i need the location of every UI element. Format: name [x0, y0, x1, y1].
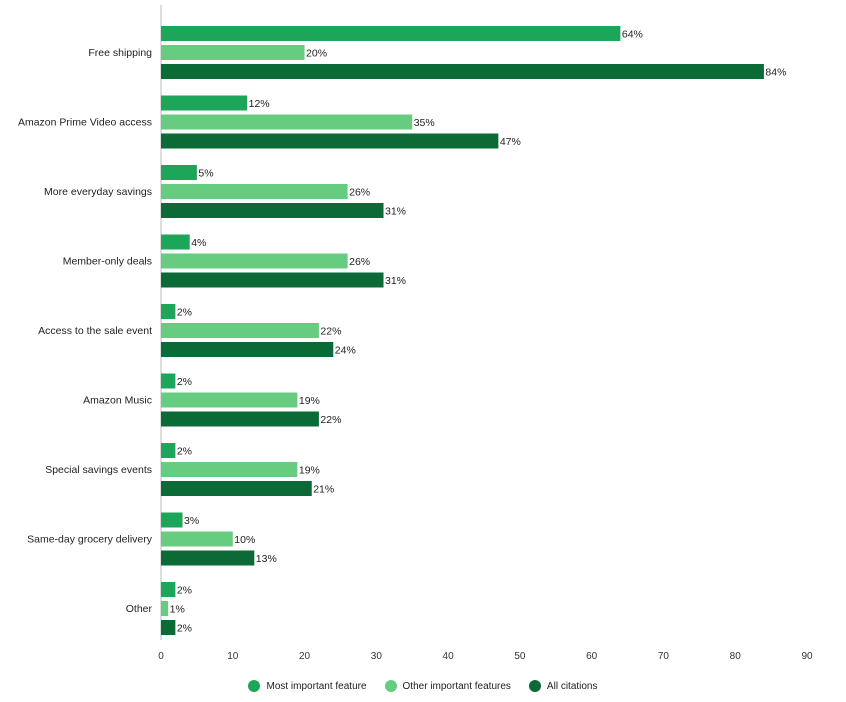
legend-item-other-important[interactable]: Other important features — [384, 680, 511, 692]
x-tick-label: 70 — [658, 651, 670, 662]
legend-label-all-citations: All citations — [546, 680, 598, 692]
data-label: 19% — [299, 395, 320, 407]
bar — [161, 481, 312, 496]
data-label: 1% — [170, 604, 185, 616]
category-label: Member-only deals — [63, 256, 152, 268]
data-label: 20% — [306, 48, 327, 60]
bar — [161, 234, 190, 250]
x-tick-label: 0 — [158, 651, 164, 662]
category-label: Amazon Prime Video access — [18, 117, 152, 129]
bar — [161, 512, 183, 528]
data-label: 26% — [349, 187, 370, 199]
bar — [161, 373, 176, 389]
x-tick-label: 20 — [299, 651, 311, 662]
category-label: Access to the sale event — [38, 325, 152, 337]
data-label: 22% — [320, 326, 341, 338]
bar — [161, 165, 197, 180]
bar — [161, 304, 176, 319]
x-tick-label: 30 — [371, 651, 383, 662]
bar — [161, 601, 169, 616]
bar — [161, 531, 233, 547]
x-tick-label: 50 — [514, 651, 526, 662]
bar — [161, 26, 621, 41]
bar — [161, 462, 298, 477]
category-label: More everyday savings — [44, 186, 152, 198]
bar — [161, 114, 413, 130]
category-label: Special savings events — [45, 464, 152, 476]
bar — [161, 184, 348, 199]
bar — [161, 582, 176, 597]
category-label: Same-day grocery delivery — [27, 534, 153, 546]
data-label: 2% — [177, 376, 192, 388]
bar — [161, 133, 499, 149]
data-label: 24% — [335, 345, 356, 357]
data-label: 13% — [256, 553, 277, 565]
bar — [161, 550, 255, 566]
legend-label-most-important: Most important feature — [266, 680, 367, 692]
data-label: 2% — [177, 446, 192, 458]
bar — [161, 95, 248, 111]
bar-chart: Free shipping 64% 20% 84% Amazon Prime Video… — [18, 5, 813, 662]
data-label: 2% — [177, 585, 192, 597]
x-tick-label: 90 — [801, 651, 813, 662]
data-label: 21% — [313, 484, 334, 496]
data-label: 19% — [299, 465, 320, 477]
category-label: Amazon Music — [83, 395, 152, 407]
legend-item-all-citations[interactable]: All citations — [528, 680, 598, 692]
data-label: 35% — [414, 117, 435, 129]
legend-label-other-important: Other important features — [402, 680, 511, 692]
bar — [161, 203, 384, 218]
legend-item-most-important[interactable]: Most important feature — [248, 680, 367, 692]
x-tick-label: 80 — [730, 651, 742, 662]
bar — [161, 443, 176, 458]
bar — [161, 64, 764, 79]
data-label: 26% — [349, 256, 370, 268]
bar — [161, 342, 334, 357]
bar — [161, 323, 319, 338]
data-label: 31% — [385, 206, 406, 218]
data-label: 2% — [177, 623, 192, 635]
data-label: 3% — [184, 515, 199, 527]
chart-legend: Most important feature Other important f… — [0, 680, 846, 692]
data-label: 12% — [249, 98, 270, 110]
legend-swatch-other-important — [384, 680, 397, 692]
bar — [161, 272, 384, 288]
legend-swatch-all-citations — [528, 680, 541, 692]
bar — [161, 411, 319, 427]
data-label: 31% — [385, 275, 406, 287]
bar — [161, 392, 298, 408]
category-label: Other — [126, 603, 153, 615]
bar — [161, 253, 348, 269]
x-tick-label: 40 — [443, 651, 455, 662]
data-label: 84% — [765, 67, 786, 79]
x-tick-label: 60 — [586, 651, 598, 662]
data-label: 47% — [500, 136, 521, 148]
data-label: 64% — [622, 29, 643, 41]
data-label: 10% — [234, 534, 255, 546]
legend-swatch-most-important — [248, 680, 261, 692]
data-label: 5% — [198, 168, 213, 180]
data-label: 22% — [320, 414, 341, 426]
category-label: Free shipping — [88, 47, 152, 59]
data-label: 4% — [191, 237, 206, 249]
bar — [161, 620, 176, 635]
bar — [161, 45, 305, 60]
x-tick-label: 10 — [227, 651, 239, 662]
data-label: 2% — [177, 307, 192, 319]
